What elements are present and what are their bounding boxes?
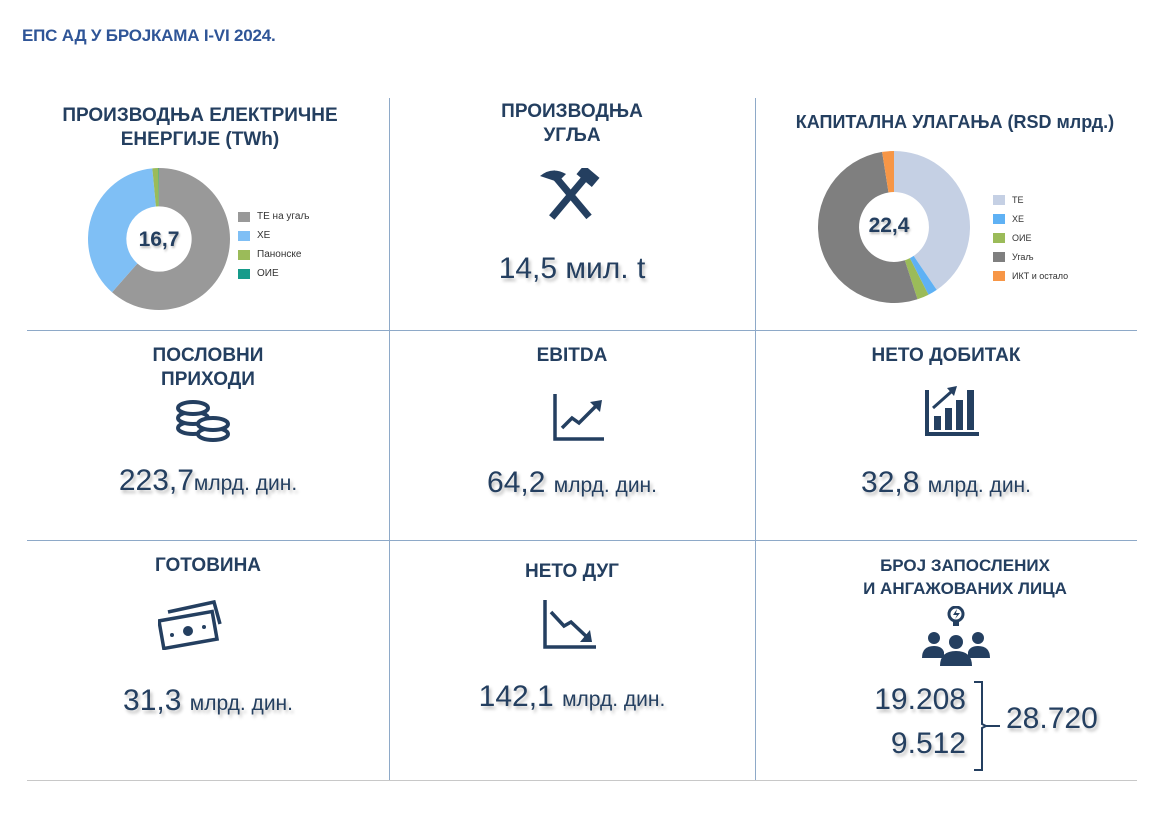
- amount: 32,8: [861, 466, 920, 499]
- legend-label: ХЕ: [1012, 213, 1025, 224]
- trend-up-icon: [553, 394, 604, 441]
- legend-label: Панонске: [257, 249, 302, 260]
- brace-icon: [974, 681, 1000, 771]
- employees-heading: БРОЈ ЗАПОСЛЕНИХ И АНГАЖОВАНИХ ЛИЦА: [780, 554, 1150, 600]
- legend-label: ИКТ и остало: [1012, 270, 1069, 281]
- banknotes-icon: [158, 600, 222, 650]
- employed-count: 19.208: [874, 683, 966, 716]
- revenue-value: 223,7млрд. дин.: [27, 464, 389, 498]
- people-idea-icon: [922, 606, 990, 666]
- legend-swatch: [238, 211, 250, 222]
- amount: 223,7: [118, 464, 194, 497]
- capex-legend: ТЕ ХЕ ОИЕ Угаљ ИКТ и остало: [993, 190, 1068, 285]
- legend-label: Угаљ: [1012, 251, 1034, 262]
- legend-item: ТЕ: [993, 190, 1068, 209]
- electricity-heading: ПРОИЗВОДЊА ЕЛЕКТРИЧНЕ ЕНЕРГИЈЕ (TWh): [62, 105, 338, 150]
- legend-item: ХЕ: [238, 226, 309, 245]
- bar-chart-up-icon: [925, 386, 979, 436]
- heading-line: И АНГАЖОВАНИХ ЛИЦА: [863, 579, 1067, 598]
- cash-value: 31,3 млрд. дин.: [27, 684, 389, 718]
- legend-item: ИКТ и остало: [993, 266, 1068, 285]
- divider: [27, 540, 1137, 541]
- legend-swatch: [238, 268, 250, 279]
- legend-label: ТЕ: [1012, 194, 1024, 205]
- employees-total: 28.720: [1006, 702, 1098, 735]
- electricity-legend: ТЕ на угаљ ХЕ Панонске ОИЕ: [238, 207, 309, 283]
- legend-swatch: [993, 232, 1005, 243]
- coal-value: 14,5 мил. t: [498, 252, 646, 285]
- slice-ТЕ: [894, 151, 970, 290]
- net-debt-heading: НЕТО ДУГ: [525, 561, 619, 582]
- legend-swatch: [993, 251, 1005, 262]
- trend-down-icon: [543, 600, 596, 649]
- heading-line: БРОЈ ЗАПОСЛЕНИХ: [880, 556, 1050, 575]
- slice-ОИЕ: [904, 258, 929, 300]
- net-debt-value: 142,1 млрд. дин.: [389, 680, 755, 714]
- engaged-count: 9.512: [890, 727, 966, 760]
- capex-donut: [818, 151, 970, 303]
- heading-line: УГЉА: [543, 125, 601, 146]
- unit: млрд. дин.: [189, 692, 293, 715]
- net-profit-heading: НЕТО ДОБИТАК: [871, 345, 1021, 366]
- legend-swatch: [993, 194, 1005, 205]
- divider: [27, 330, 1137, 331]
- divider: [27, 780, 1137, 781]
- divider: [755, 98, 756, 780]
- legend-label: ХЕ: [257, 230, 271, 241]
- legend-label: ТЕ на угаљ: [257, 211, 310, 222]
- legend-label: ОИЕ: [1012, 232, 1032, 243]
- slice-ХЕ: [909, 255, 937, 295]
- legend-item: Панонске: [238, 245, 309, 264]
- divider: [389, 98, 390, 780]
- legend-item: Угаљ: [993, 247, 1068, 266]
- unit: млрд. дин.: [927, 474, 1031, 497]
- slice-Панонске: [152, 168, 159, 207]
- slice-ТЕ на угаљ: [112, 168, 230, 310]
- slice-ХЕ: [88, 168, 156, 293]
- slice-Угаљ: [818, 151, 918, 303]
- net-profit-value: 32,8 млрд. дин.: [755, 466, 1137, 500]
- heading-line: ПРОИЗВОДЊА: [501, 101, 643, 122]
- legend-swatch: [238, 249, 250, 260]
- legend-swatch: [993, 213, 1005, 224]
- legend-swatch: [993, 270, 1005, 281]
- legend-swatch: [238, 230, 250, 241]
- electricity-donut: [88, 168, 230, 310]
- capex-total: 22,4: [868, 214, 910, 237]
- amount: 31,3: [123, 684, 182, 717]
- unit: млрд. дин.: [193, 472, 298, 495]
- cash-heading: ГОТОВИНА: [154, 555, 262, 576]
- heading-line: ПРИХОДИ: [161, 369, 255, 390]
- legend-item: ТЕ на угаљ: [238, 207, 309, 226]
- amount: 64,2: [487, 466, 546, 499]
- hammer-pick-icon: [540, 168, 600, 220]
- ebitda-value: 64,2 млрд. дин.: [389, 466, 755, 500]
- unit: млрд. дин.: [553, 474, 657, 497]
- coal-heading: ПРОИЗВОДЊА УГЉА: [389, 100, 755, 148]
- slice-ИКТ и остало: [882, 151, 894, 193]
- legend-item: ОИЕ: [993, 228, 1068, 247]
- revenue-heading: ПОСЛОВНИ ПРИХОДИ: [27, 344, 389, 392]
- legend-item: ХЕ: [993, 209, 1068, 228]
- unit: млрд. дин.: [562, 688, 666, 711]
- heading-line: ПОСЛОВНИ: [152, 345, 264, 366]
- page-title: ЕПС АД У БРОЈКАМА I-VI 2024.: [22, 26, 276, 45]
- coins-icon: [176, 400, 230, 442]
- legend-item: ОИЕ: [238, 264, 309, 283]
- ebitda-heading: EBITDA: [536, 345, 608, 366]
- legend-label: ОИЕ: [257, 268, 279, 279]
- electricity-total: 16,7: [138, 228, 180, 251]
- capex-heading: КАПИТАЛНА УЛАГАЊА (RSD млрд.): [795, 112, 1115, 132]
- amount: 142,1: [478, 680, 554, 713]
